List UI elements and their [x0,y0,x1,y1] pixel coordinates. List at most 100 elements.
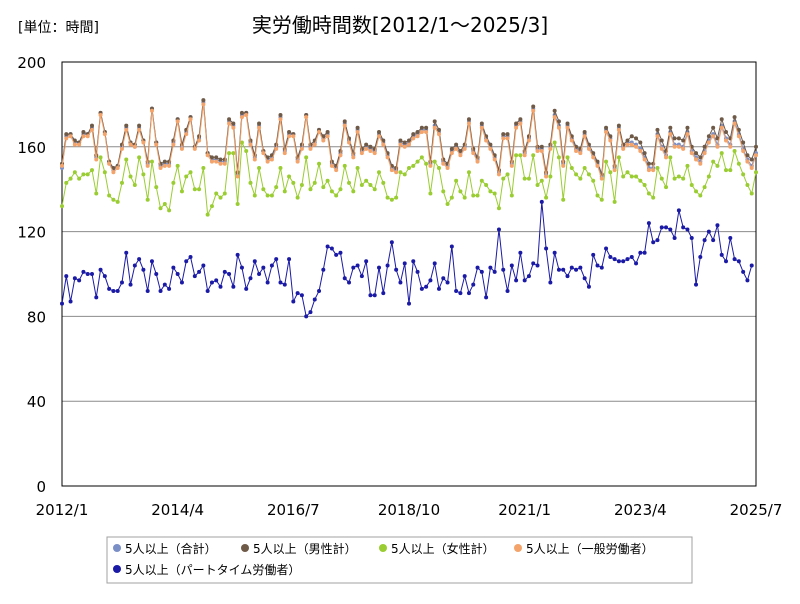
data-point [736,259,741,264]
data-point [295,195,300,200]
data-point [269,263,274,268]
data-point [715,223,720,228]
data-point [629,134,634,139]
data-point [175,163,180,168]
data-point [488,146,493,151]
data-point [501,132,506,137]
grid [62,146,756,402]
data-point [736,134,741,139]
data-point [239,265,244,270]
data-point [466,121,471,126]
data-point [149,159,154,164]
data-point [274,185,279,190]
data-point [107,286,112,291]
data-point [681,146,686,151]
data-point [308,187,313,192]
data-point [209,159,214,164]
data-point [552,250,557,255]
data-point [749,263,754,268]
data-point [458,189,463,194]
data-point [287,134,292,139]
data-point [355,125,360,130]
data-point [556,119,561,124]
data-point [715,163,720,168]
data-point [351,189,356,194]
data-point [745,182,750,187]
data-point [184,259,189,264]
data-point [415,134,420,139]
data-point [578,176,583,181]
data-point [458,149,463,154]
data-point [625,257,630,262]
data-point [312,180,317,185]
data-point [321,185,326,190]
data-point [496,172,501,177]
data-point [407,138,411,143]
data-point [432,159,437,164]
data-point [171,180,176,185]
data-point [102,132,107,137]
data-point [715,144,720,149]
data-point [72,138,77,143]
data-point [137,257,142,262]
data-point [278,113,283,117]
data-point [419,155,424,160]
data-point [81,134,86,139]
data-point [732,115,737,120]
data-point [364,146,369,151]
data-point [111,170,116,175]
data-point [664,225,669,230]
data-point [518,121,523,126]
plot-area-frame [61,61,757,487]
data-point [60,163,64,168]
data-point [724,138,729,143]
data-point [694,157,699,162]
data-point [167,163,172,168]
data-point [128,142,133,147]
data-point [646,168,651,173]
data-point [235,202,240,207]
data-point [642,250,647,255]
data-point [621,146,626,151]
data-point [334,252,339,257]
data-point [616,155,621,160]
data-point [462,146,467,151]
data-point [539,149,544,154]
data-point [265,280,270,285]
data-point [629,174,634,179]
data-point [561,267,566,272]
x-tick-label: 2025/7 [730,501,783,519]
data-point [385,263,390,268]
data-point [171,265,176,270]
legend-marker [514,544,522,552]
data-point [98,113,103,117]
data-point [269,193,274,198]
data-point [364,178,369,183]
data-point [428,163,433,168]
data-point [432,125,437,130]
data-point [548,146,553,151]
data-point [257,121,262,126]
data-point [81,172,86,177]
data-point [711,238,716,243]
data-point [287,129,292,134]
data-point [128,174,133,179]
data-point [222,269,227,274]
data-point [565,274,570,279]
data-point [612,257,617,262]
data-point [359,151,364,156]
data-point [214,191,219,196]
data-point [299,182,304,187]
data-point [556,155,561,160]
data-point [681,225,686,230]
data-point [98,155,103,160]
data-point [291,299,296,304]
data-point [604,129,609,134]
data-point [209,280,214,285]
data-point [132,263,137,268]
data-point [548,280,553,285]
data-point [415,129,420,134]
data-point [698,161,703,166]
data-point [137,127,142,132]
data-point [724,168,729,173]
